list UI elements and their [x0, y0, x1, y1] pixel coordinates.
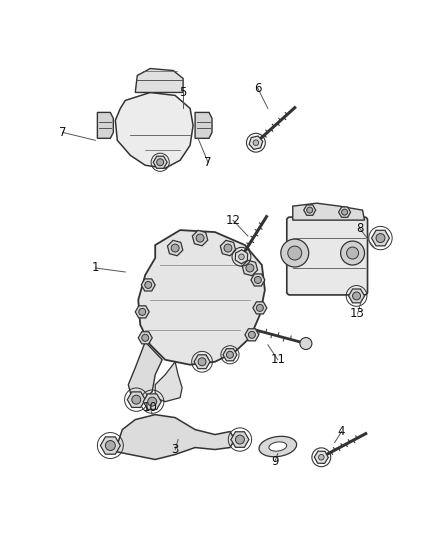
Polygon shape	[251, 274, 265, 286]
Polygon shape	[167, 240, 183, 256]
Polygon shape	[155, 362, 182, 402]
Circle shape	[224, 244, 232, 252]
Circle shape	[196, 234, 204, 242]
Circle shape	[353, 292, 360, 300]
Text: 10: 10	[143, 401, 158, 414]
Circle shape	[239, 254, 244, 260]
Text: 1: 1	[92, 262, 99, 274]
Circle shape	[288, 246, 302, 260]
Circle shape	[342, 209, 348, 215]
Text: 3: 3	[171, 443, 179, 456]
Polygon shape	[249, 136, 263, 149]
Polygon shape	[231, 432, 249, 447]
Circle shape	[132, 395, 141, 404]
Circle shape	[318, 455, 324, 460]
Polygon shape	[242, 260, 258, 276]
Circle shape	[226, 351, 233, 358]
Circle shape	[157, 159, 164, 166]
Polygon shape	[192, 230, 208, 246]
Ellipse shape	[259, 437, 297, 457]
Polygon shape	[293, 203, 364, 220]
Polygon shape	[220, 240, 236, 256]
Text: 7: 7	[204, 156, 212, 169]
Text: 13: 13	[350, 308, 365, 320]
Circle shape	[106, 441, 115, 450]
Circle shape	[148, 397, 157, 406]
Polygon shape	[314, 451, 328, 463]
Polygon shape	[135, 306, 149, 318]
Polygon shape	[235, 250, 247, 264]
Polygon shape	[195, 112, 212, 139]
Polygon shape	[138, 332, 152, 344]
Text: 9: 9	[271, 455, 279, 468]
Polygon shape	[100, 437, 120, 454]
FancyBboxPatch shape	[287, 217, 367, 295]
Polygon shape	[138, 230, 265, 365]
Polygon shape	[194, 355, 210, 369]
Text: 5: 5	[180, 86, 187, 99]
Text: 11: 11	[270, 353, 285, 366]
Polygon shape	[115, 415, 235, 459]
Text: 8: 8	[356, 222, 363, 235]
Polygon shape	[349, 289, 364, 303]
Polygon shape	[245, 329, 259, 341]
Polygon shape	[141, 279, 155, 291]
Polygon shape	[339, 207, 350, 217]
Polygon shape	[153, 156, 167, 168]
Text: 7: 7	[59, 126, 66, 139]
Polygon shape	[371, 230, 389, 246]
Polygon shape	[135, 69, 183, 92]
Text: 4: 4	[338, 425, 345, 438]
Circle shape	[253, 140, 259, 146]
Polygon shape	[223, 349, 237, 361]
Ellipse shape	[269, 442, 287, 451]
Circle shape	[300, 337, 312, 350]
Circle shape	[256, 304, 263, 311]
Circle shape	[198, 358, 206, 366]
Polygon shape	[143, 394, 161, 409]
Circle shape	[376, 233, 385, 243]
Circle shape	[346, 247, 359, 259]
Circle shape	[139, 309, 146, 316]
Polygon shape	[304, 205, 316, 215]
Circle shape	[142, 334, 149, 341]
Circle shape	[236, 435, 244, 444]
Circle shape	[281, 239, 309, 267]
Circle shape	[248, 332, 255, 338]
Polygon shape	[97, 112, 113, 139]
Circle shape	[307, 207, 313, 213]
Circle shape	[341, 241, 364, 265]
Circle shape	[254, 277, 261, 284]
Polygon shape	[253, 302, 267, 314]
Polygon shape	[128, 342, 162, 402]
Text: 6: 6	[254, 82, 261, 95]
Circle shape	[171, 244, 179, 252]
Circle shape	[145, 281, 152, 288]
Polygon shape	[127, 392, 145, 407]
Polygon shape	[115, 92, 193, 168]
Text: 12: 12	[226, 214, 240, 227]
Circle shape	[246, 264, 254, 272]
